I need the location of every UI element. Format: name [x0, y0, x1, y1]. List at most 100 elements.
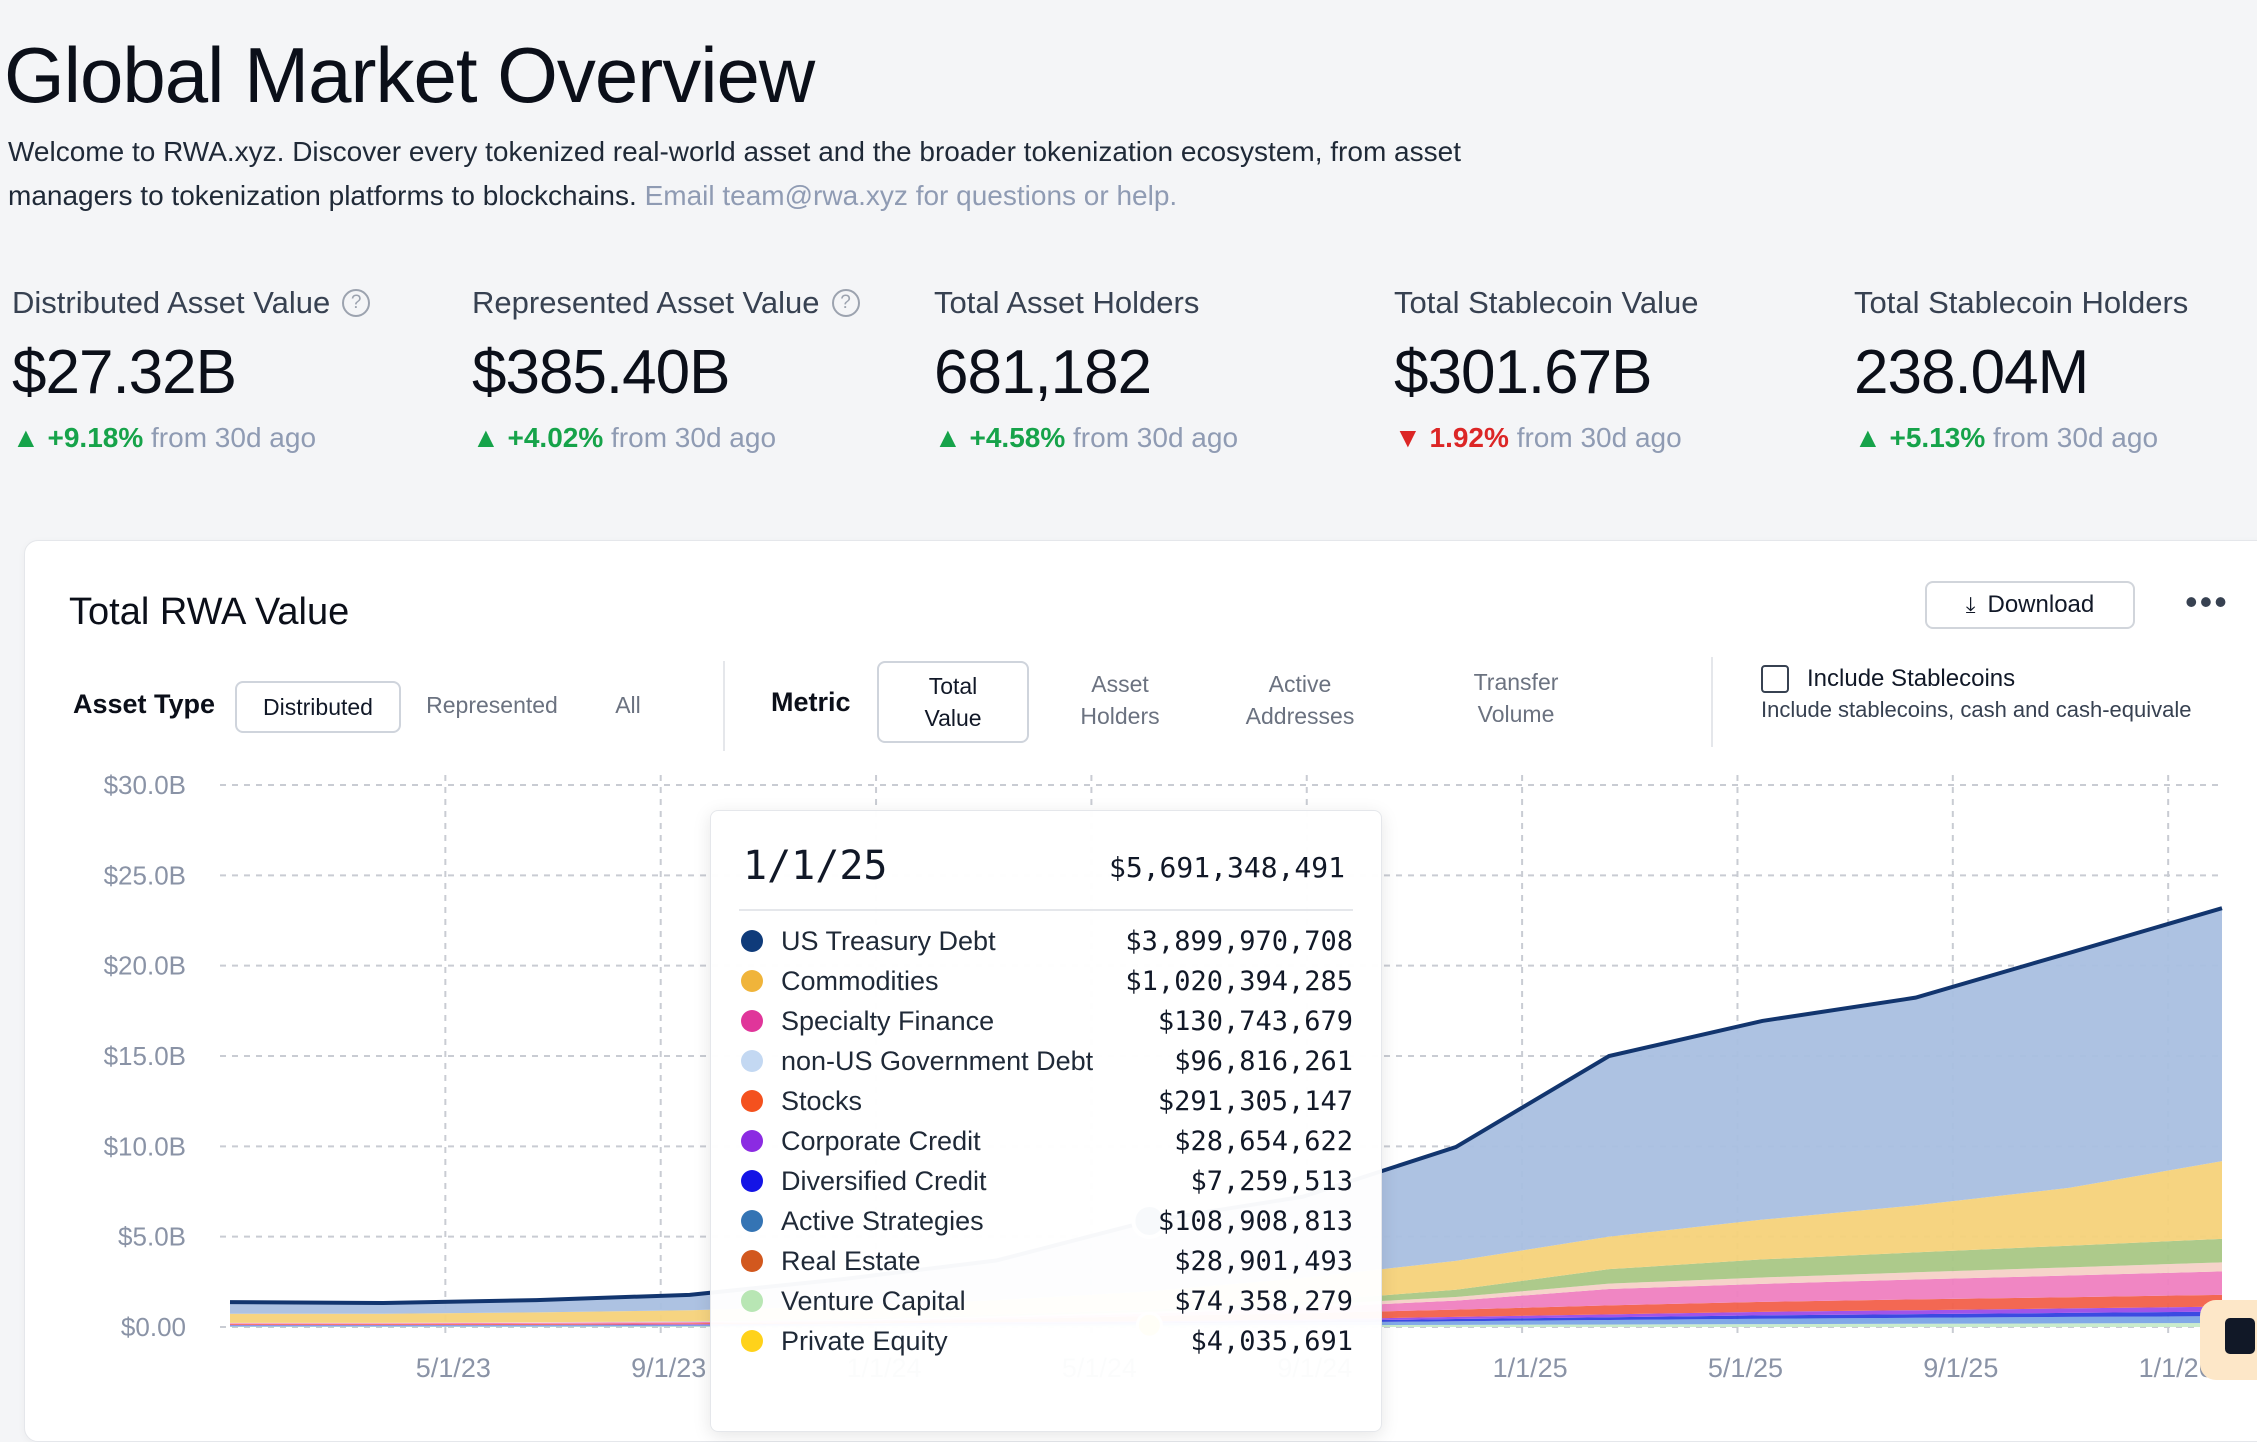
tooltip-row: Real Estate $28,901,493 — [741, 1241, 1353, 1281]
more-options-icon[interactable]: ••• — [2185, 581, 2229, 622]
y-tick-label: $15.0B — [104, 1041, 186, 1071]
stat-total-asset-holders: Total Asset Holders 681,182 ▲ +4.58% fro… — [934, 285, 1374, 454]
legend-dot — [741, 1050, 763, 1072]
series-name: Active Strategies — [781, 1205, 984, 1236]
stat-value: $385.40B — [472, 338, 730, 407]
series-name: Specialty Finance — [781, 1005, 995, 1036]
y-tick-label: $0.00 — [121, 1312, 186, 1342]
stat-change-percent: +4.58% — [969, 422, 1066, 453]
legend-dot — [741, 1330, 763, 1352]
stat-value: $301.67B — [1394, 338, 1652, 407]
stat-label: Total Stablecoin Value — [1394, 285, 1699, 320]
series-name: US Treasury Debt — [781, 925, 996, 956]
metric-asset-holders[interactable]: Asset Holders — [1045, 661, 1195, 739]
stat-change: ▲ +4.02% from 30d ago — [472, 422, 912, 454]
legend-dot — [741, 1210, 763, 1232]
tooltip-divider — [739, 909, 1353, 911]
asset-type-represented[interactable]: Represented — [426, 692, 558, 718]
stat-total-stablecoin-holders: Total Stablecoin Holders 238.04M ▲ +5.13… — [1854, 285, 2254, 454]
stat-change: ▲ +4.58% from 30d ago — [934, 422, 1374, 454]
metric-active-addresses[interactable]: Active Addresses — [1215, 661, 1385, 739]
asset-type-distributed[interactable]: Distributed — [235, 681, 401, 733]
tooltip-row: Specialty Finance $130,743,679 — [741, 1001, 1353, 1041]
stat-value: 681,182 — [934, 338, 1152, 407]
metric-line: Asset — [1091, 671, 1149, 697]
area-series — [230, 1316, 2222, 1327]
legend-dot — [741, 1290, 763, 1312]
series-value: $291,305,147 — [1157, 1085, 1353, 1117]
metric-transfer-volume[interactable]: Transfer Volume — [1431, 659, 1601, 737]
x-tick-label: 5/1/23 — [416, 1353, 491, 1383]
series-value: $3,899,970,708 — [1125, 925, 1353, 957]
stat-change: ▲ +9.18% from 30d ago — [12, 422, 452, 454]
series-name: Private Equity — [781, 1325, 948, 1356]
stat-total-stablecoin-value: Total Stablecoin Value $301.67B ▼ 1.92% … — [1394, 285, 1834, 454]
y-tick-label: $10.0B — [104, 1131, 186, 1161]
series-value: $1,020,394,285 — [1125, 965, 1353, 997]
stat-value: 238.04M — [1854, 338, 2089, 407]
card-title: Total RWA Value — [69, 591, 350, 633]
include-stablecoins-label[interactable]: Include Stablecoins — [1807, 665, 2016, 692]
stat-change-suffix: from 30d ago — [1516, 422, 1682, 453]
help-icon[interactable]: ? — [831, 289, 860, 317]
tooltip-rows: US Treasury Debt $3,899,970,708 Commoditi… — [741, 921, 1353, 1361]
stat-label: Total Stablecoin Holders — [1854, 285, 2189, 320]
tooltip-row: Diversified Credit $7,259,513 — [741, 1161, 1353, 1201]
metric-line: Addresses — [1245, 703, 1355, 729]
download-button[interactable]: ⤓ Download — [1925, 581, 2135, 629]
series-name: Real Estate — [781, 1245, 921, 1276]
metric-line: Holders — [1080, 703, 1160, 729]
stat-change-suffix: from 30d ago — [1073, 422, 1239, 453]
x-tick-label: 9/1/23 — [631, 1353, 706, 1383]
tooltip-date: 1/1/25 — [743, 843, 888, 889]
tooltip-row: Commodities $1,020,394,285 — [741, 961, 1353, 1001]
chat-icon[interactable] — [2225, 1318, 2255, 1354]
series-name: Commodities — [781, 965, 939, 996]
page: Global Market Overview Welcome to RWA.xy… — [4, 31, 2257, 1442]
area-series — [230, 908, 2222, 1314]
page-intro: Welcome to RWA.xyz. Discover every token… — [8, 130, 1468, 218]
y-tick-label: $30.0B — [104, 770, 186, 800]
tooltip-total: $5,691,348,491 — [1108, 851, 1345, 884]
trend-up-icon: ▲ — [12, 422, 40, 453]
series-value: $96,816,261 — [1174, 1045, 1353, 1077]
trend-up-icon: ▲ — [934, 422, 962, 453]
stat-change: ▼ 1.92% from 30d ago — [1394, 422, 1834, 454]
intro-contact-link[interactable]: Email team@rwa.xyz for questions or help… — [644, 180, 1178, 211]
metric-total-value[interactable]: Total Value — [877, 661, 1029, 743]
include-stablecoins-checkbox[interactable] — [1761, 665, 1789, 693]
y-tick-label: $20.0B — [104, 951, 186, 981]
legend-dot — [741, 930, 763, 952]
legend-dot — [741, 1010, 763, 1032]
series-value: $74,358,279 — [1174, 1285, 1353, 1317]
stat-change-percent: 1.92% — [1429, 422, 1509, 453]
stat-change-percent: +9.18% — [47, 422, 144, 453]
tooltip-row: Private Equity $4,035,691 — [741, 1321, 1353, 1361]
tooltip-row: non-US Government Debt $96,816,261 — [741, 1041, 1353, 1081]
help-icon[interactable]: ? — [342, 289, 371, 317]
series-name: Corporate Credit — [781, 1125, 981, 1156]
series-value: $4,035,691 — [1190, 1325, 1353, 1357]
area-series — [230, 1323, 2222, 1327]
legend-dot — [741, 1130, 763, 1152]
stat-label: Total Asset Holders — [934, 285, 1200, 320]
metric-line: Value — [924, 705, 982, 731]
stat-label-wrap: Total Stablecoin Value — [1394, 285, 1834, 321]
series-name: Diversified Credit — [781, 1165, 987, 1196]
control-divider — [723, 661, 725, 751]
legend-dot — [741, 970, 763, 992]
stat-label-wrap: Total Stablecoin Holders — [1854, 285, 2254, 321]
include-stablecoins-description: Include stablecoins, cash and cash-equiv… — [1761, 697, 2192, 722]
tooltip-row: Active Strategies $108,908,813 — [741, 1201, 1353, 1241]
legend-dot — [741, 1090, 763, 1112]
asset-type-all[interactable]: All — [615, 692, 641, 718]
chart-tooltip: 1/1/25 $5,691,348,491 US Treasury Debt $3… — [710, 810, 1382, 1432]
y-tick-label: $25.0B — [104, 860, 186, 890]
series-name: Venture Capital — [781, 1285, 966, 1316]
stat-change-percent: +5.13% — [1889, 422, 1986, 453]
trend-up-icon: ▲ — [1854, 422, 1882, 453]
series-value: $28,901,493 — [1174, 1245, 1353, 1277]
intro-text: Welcome to RWA.xyz. Discover every token… — [8, 136, 1461, 211]
download-icon: ⤓ — [1965, 592, 1976, 617]
series-name: non-US Government Debt — [781, 1045, 1094, 1076]
